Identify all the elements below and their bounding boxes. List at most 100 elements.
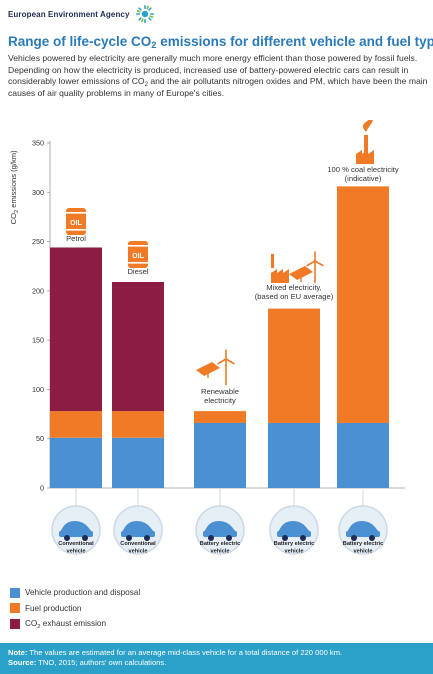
y-tick-label: 250 [32, 237, 44, 246]
category-label-5: (indicative) [345, 174, 382, 183]
y-tick-label: 0 [40, 484, 44, 493]
legend: Vehicle production and disposal Fuel pro… [10, 586, 140, 633]
barrel-ring [127, 262, 149, 264]
factory-building [271, 269, 289, 283]
legend-label-vehicle-production: Vehicle production and disposal [25, 588, 141, 597]
category-label-2: Diesel [127, 267, 148, 276]
bar-vehicle-production-1 [50, 437, 102, 488]
bar-vehicle-production-5 [337, 422, 389, 488]
car-wheel [351, 535, 357, 541]
legend-label-fuel-production: Fuel production [25, 603, 82, 613]
barrel-oil-text: OIL [70, 220, 82, 227]
turbine-blade [217, 358, 227, 365]
bar-exhaust-emission-2 [112, 281, 164, 412]
category-label-4: (based on EU average) [255, 292, 334, 301]
y-tick-label: 300 [32, 188, 44, 197]
legend-item-exhaust-emission: CO2 exhaust emission [10, 617, 140, 630]
vehicle-type-label-5: vehicle [354, 549, 373, 555]
car-body-top [204, 521, 236, 532]
category-label-3: Renewable [201, 387, 239, 396]
legend-swatch-exhaust-emission [10, 618, 20, 629]
car-wheel [282, 535, 288, 541]
category-label-5: 100 % coal electricity [327, 165, 399, 174]
bar-fuel-production-4 [268, 308, 320, 423]
vehicle-type-label-3: Battery electric [200, 541, 240, 547]
car-body [121, 531, 155, 537]
bar-exhaust-emission-1 [50, 247, 102, 412]
vehicle-type-label-2: vehicle [129, 549, 148, 555]
emissions-chart: 0 50 100 150 200 250 300 350 CO2 emissions (g/km… [9, 120, 405, 555]
car-wheel [64, 535, 70, 541]
turbine-blade [225, 358, 235, 365]
car-icon [59, 521, 93, 541]
car-body-top [122, 521, 154, 532]
car-wheel [226, 535, 232, 541]
car-body [203, 531, 237, 537]
eea-sun-logo-icon [135, 5, 154, 23]
y-axis-label: CO2 emissions (g/km) [9, 150, 20, 224]
barrel-ring [65, 212, 87, 214]
car-icon [203, 521, 237, 541]
bar-vehicle-production-4 [268, 422, 320, 488]
smoke-plume [363, 120, 373, 132]
legend-item-fuel-production: Fuel production [10, 602, 140, 615]
bar-vehicle-production-3 [194, 422, 246, 488]
car-wheel [82, 535, 88, 541]
vehicle-type-label-4: vehicle [285, 549, 304, 555]
bar-fuel-production-1 [50, 411, 102, 438]
y-tick-label: 100 [32, 385, 44, 394]
car-body [277, 531, 311, 537]
category-label-3: electricity [204, 396, 236, 405]
barrel-oil-text: OIL [132, 253, 144, 260]
footer-note: Note: The values are estimated for an av… [8, 648, 343, 657]
legend-label-exhaust-emission: CO2 exhaust emission [25, 619, 107, 630]
footer-source: Source: TNO, 2015; authors' own calculat… [8, 658, 167, 667]
solar-wind-icon [196, 349, 235, 385]
footer: Note: The values are estimated for an av… [0, 643, 433, 674]
bar-fuel-production-2 [112, 411, 164, 438]
car-wheel [300, 535, 306, 541]
bar-fuel-production-3 [194, 411, 246, 423]
barrel-ring [65, 229, 87, 231]
vehicle-type-label-5: Battery electric [343, 541, 383, 547]
vehicle-type-label-3: vehicle [211, 549, 230, 555]
agency-name: European Environment Agency [8, 9, 130, 19]
turbine-blade [306, 260, 316, 267]
bar-vehicle-production-2 [112, 437, 164, 488]
oil-barrel-icon: OIL [65, 208, 87, 235]
legend-swatch-fuel-production [10, 603, 20, 613]
car-body-top [347, 521, 379, 532]
category-label-1: Petrol [66, 234, 86, 243]
mixed-energy-icon [271, 251, 324, 283]
solar-panel [196, 362, 220, 376]
vehicle-type-label-2: Conventional [120, 541, 156, 547]
header: European Environment Agency [0, 0, 433, 28]
category-label-4: Mixed electricity, [266, 283, 322, 292]
y-tick-label: 200 [32, 286, 44, 295]
factory-chimney [364, 135, 368, 157]
legend-item-vehicle-production: Vehicle production and disposal [10, 586, 140, 599]
car-body-top [278, 521, 310, 532]
legend-swatch-vehicle-production [10, 587, 20, 598]
vehicle-type-label-1: vehicle [67, 549, 86, 555]
vehicle-type-label-1: Conventional [58, 541, 94, 547]
barrel-body [66, 208, 86, 235]
oil-barrel-icon: OIL [127, 241, 149, 268]
y-tick-label: 150 [32, 336, 44, 345]
barrel-body [128, 241, 148, 268]
car-icon [121, 521, 155, 541]
barrel-ring [127, 245, 149, 247]
y-tick-label: 50 [36, 434, 44, 443]
solar-panel [289, 266, 313, 280]
car-wheel [369, 535, 375, 541]
car-wheel [144, 535, 150, 541]
car-icon [346, 521, 380, 541]
vehicle-type-label-4: Battery electric [274, 541, 314, 547]
turbine-blade [314, 260, 324, 267]
factory-chimney [271, 254, 274, 268]
car-wheel [126, 535, 132, 541]
car-wheel [208, 535, 214, 541]
car-icon [277, 521, 311, 541]
car-body [346, 531, 380, 537]
bar-fuel-production-5 [337, 186, 389, 423]
